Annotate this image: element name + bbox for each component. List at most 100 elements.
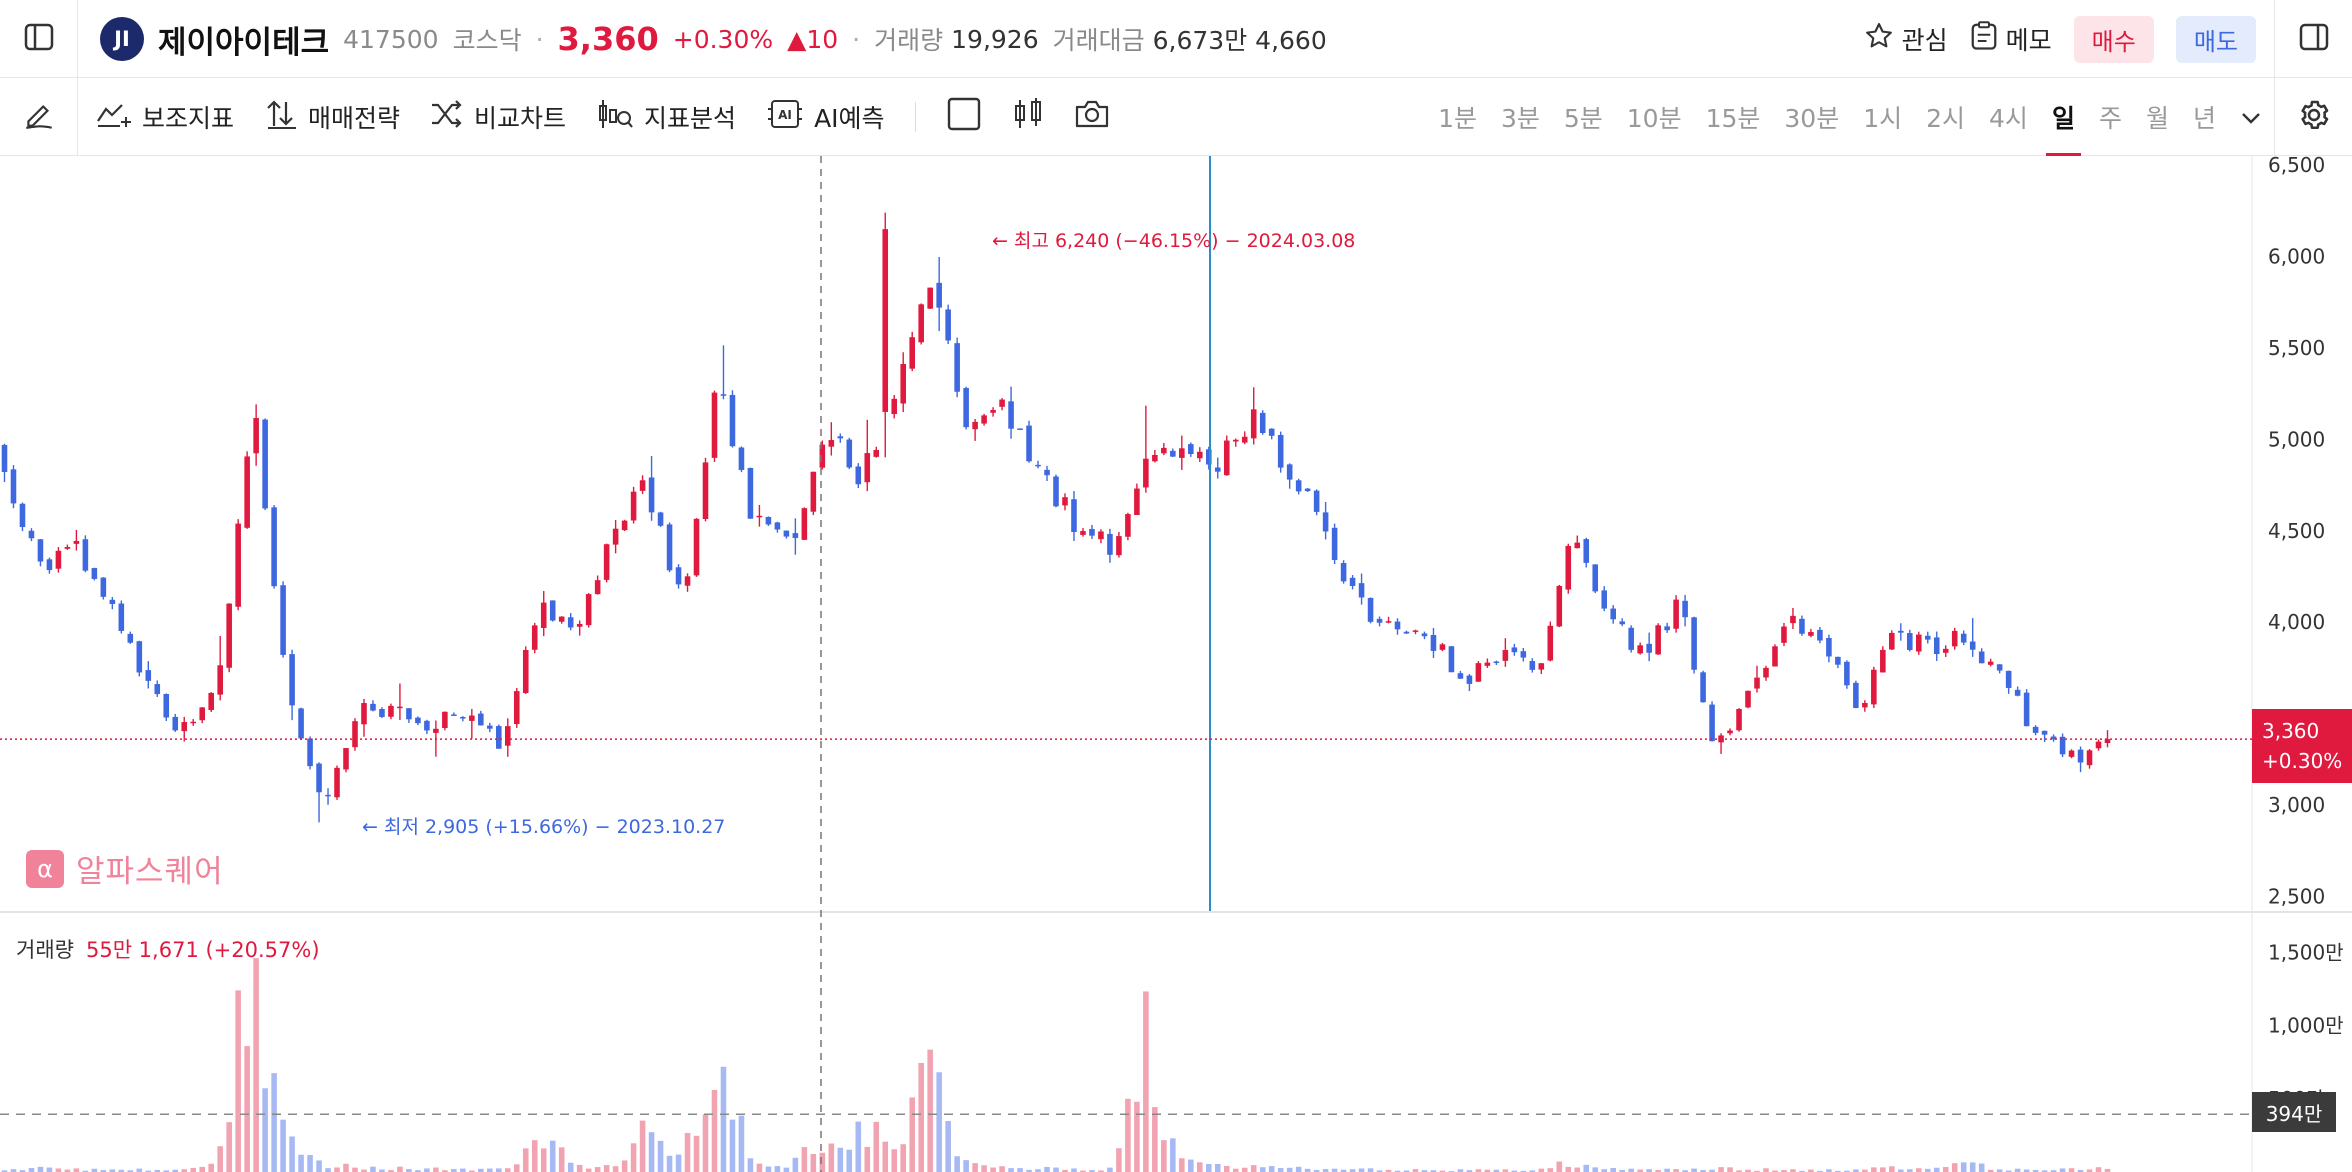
candle-body (1286, 464, 1293, 480)
candle-body (352, 721, 358, 748)
indicator-tool[interactable]: 보조지표 (96, 99, 234, 135)
volume-bar (801, 1147, 808, 1172)
chart-type-button[interactable] (1012, 96, 1044, 138)
interval-15m[interactable]: 15분 (1705, 104, 1761, 133)
candle-body (1385, 621, 1392, 623)
candle-body (675, 567, 682, 585)
candle-body (1035, 464, 1041, 467)
stock-name[interactable]: 제이아이테크 (158, 24, 330, 61)
candle-body (513, 691, 520, 725)
candle-body (1188, 444, 1194, 455)
volume-bar (1538, 1168, 1545, 1172)
candle-body (1996, 664, 2003, 671)
interval-month[interactable]: 월 (2145, 104, 2169, 133)
candle-body (460, 717, 466, 719)
price-chart[interactable]: 6,500 6,000 5,500 5,000 4,500 4,000 3,000 2,500… (0, 156, 2352, 1172)
volume-bar (1817, 1170, 1823, 1172)
candle-body (181, 722, 188, 732)
volume-bar (442, 1170, 448, 1172)
volume-bar (1547, 1168, 1554, 1172)
volume-bar (28, 1168, 35, 1172)
volume-bar (1322, 1169, 1329, 1172)
volume-bar (334, 1167, 340, 1172)
candle-body (1889, 632, 1895, 650)
volume-bar (567, 1162, 574, 1172)
volume-bar (558, 1147, 565, 1172)
interval-day[interactable]: 일 (2045, 78, 2081, 156)
volume-bar (487, 1168, 493, 1172)
volume-bar (747, 1158, 754, 1172)
compare-tool[interactable]: 비교차트 (430, 99, 566, 135)
high-price-annotation: ← 최고 6,240 (−46.15%) − 2024.03.08 (992, 230, 1356, 252)
volume-bar (639, 1120, 646, 1172)
volume-bar (370, 1166, 376, 1172)
candle-body (1125, 514, 1131, 537)
analysis-label: 지표분석 (644, 104, 737, 133)
interval-more-button[interactable] (2240, 78, 2262, 156)
volume-bar (1008, 1168, 1014, 1172)
analysis-tool[interactable]: 지표분석 (596, 98, 736, 136)
volume-bar (873, 1121, 880, 1172)
volume-label: 거래량 (874, 26, 944, 55)
candle-body (127, 633, 134, 643)
interval-2h[interactable]: 2시 (1926, 104, 1966, 133)
volume-bar (280, 1119, 286, 1172)
interval-4h[interactable]: 4시 (1989, 104, 2028, 133)
watchlist-button[interactable]: 관심 (1864, 21, 1948, 57)
volume-bar (307, 1155, 313, 1172)
candle-body (10, 469, 17, 504)
settings-button[interactable] (2274, 78, 2352, 156)
candle-body (1817, 629, 1823, 641)
candle-body (1062, 497, 1068, 506)
sidebar-toggle-button[interactable] (0, 0, 78, 78)
candle-body (990, 410, 996, 413)
candle-body (657, 512, 664, 526)
layout-button[interactable] (946, 96, 982, 138)
volume-bar (576, 1164, 583, 1172)
candle-body (2077, 749, 2084, 763)
price-axis-tick: 4,500 (2268, 519, 2325, 543)
interval-1m[interactable]: 1분 (1438, 104, 1477, 133)
volume-bar (1951, 1163, 1958, 1172)
volume-bar (846, 1149, 853, 1172)
candle-body (2086, 750, 2093, 766)
candle-body (666, 524, 673, 571)
interval-30m[interactable]: 30분 (1784, 104, 1840, 133)
interval-week[interactable]: 주 (2098, 104, 2122, 133)
candle-body (639, 480, 646, 491)
indicator-icon (96, 99, 132, 135)
volume-bar (289, 1136, 295, 1172)
ai-predict-tool[interactable]: AI AI예측 (766, 97, 885, 137)
interval-year[interactable]: 년 (2192, 104, 2216, 133)
candle-body (406, 708, 412, 720)
candle-body (1907, 633, 1913, 651)
candle-body (2104, 739, 2111, 744)
panel-toggle-button[interactable] (2274, 0, 2352, 78)
candle-body (1340, 563, 1347, 582)
interval-10m[interactable]: 10분 (1626, 104, 1682, 133)
candle-body (1250, 409, 1257, 439)
volume-bar (1232, 1168, 1239, 1172)
volume-bar (235, 990, 241, 1172)
interval-5m[interactable]: 5분 (1563, 104, 1603, 133)
candle-body (325, 794, 331, 797)
candle-body (2023, 692, 2030, 727)
candle-body (882, 229, 889, 412)
candle-body (918, 304, 924, 343)
drawing-tool-button[interactable] (0, 78, 78, 156)
volume-bar (540, 1148, 547, 1172)
interval-3m[interactable]: 3분 (1500, 104, 1540, 133)
memo-button[interactable]: 메모 (1970, 21, 2052, 57)
volume-bar (1385, 1169, 1392, 1172)
candle-body (1358, 583, 1365, 598)
interval-1h[interactable]: 1시 (1863, 104, 1903, 133)
candle-body (217, 665, 223, 695)
candle-body (702, 462, 709, 519)
sell-button[interactable]: 매도 (2175, 15, 2256, 63)
buy-button[interactable]: 매수 (2073, 15, 2154, 63)
screenshot-button[interactable] (1074, 98, 1110, 136)
candle-body (280, 585, 286, 655)
volume-bar (1511, 1170, 1518, 1172)
volume-bar (1304, 1168, 1311, 1172)
strategy-tool[interactable]: 매매전략 (264, 98, 400, 136)
